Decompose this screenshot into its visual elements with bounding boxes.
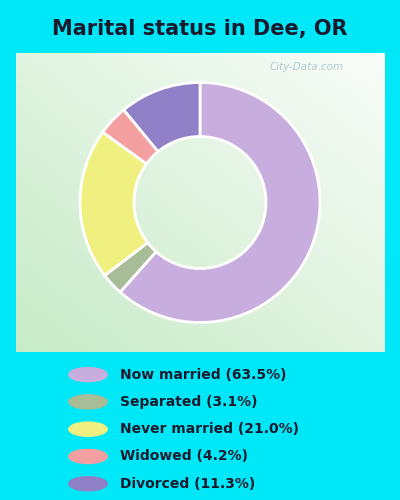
Wedge shape [120, 82, 320, 322]
Text: Marital status in Dee, OR: Marital status in Dee, OR [52, 19, 348, 39]
Wedge shape [124, 82, 200, 152]
Text: Never married (21.0%): Never married (21.0%) [120, 422, 299, 436]
Text: Now married (63.5%): Now married (63.5%) [120, 368, 286, 382]
Text: City-Data.com: City-Data.com [270, 62, 344, 72]
Text: Divorced (11.3%): Divorced (11.3%) [120, 477, 255, 491]
Circle shape [69, 368, 107, 382]
Circle shape [69, 450, 107, 464]
Circle shape [69, 422, 107, 436]
Circle shape [69, 395, 107, 409]
Circle shape [69, 476, 107, 491]
Text: Separated (3.1%): Separated (3.1%) [120, 395, 258, 409]
Wedge shape [103, 110, 158, 164]
Wedge shape [80, 132, 148, 276]
Text: Widowed (4.2%): Widowed (4.2%) [120, 450, 248, 464]
Wedge shape [105, 242, 156, 292]
